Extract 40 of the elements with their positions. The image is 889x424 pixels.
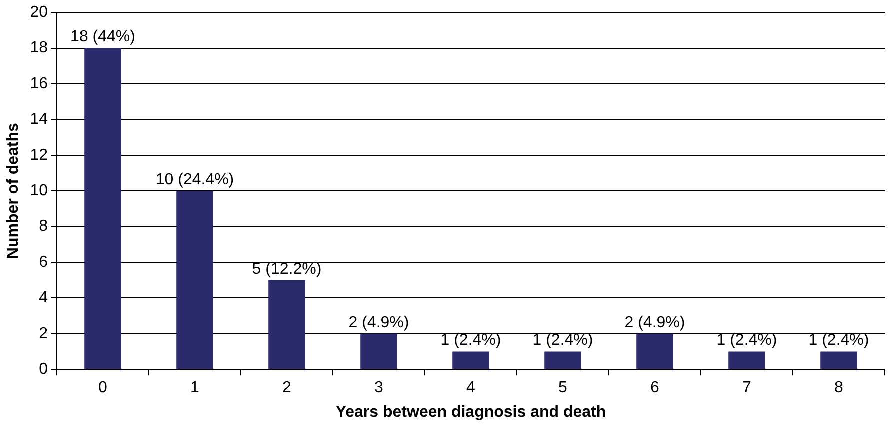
y-tick-label: 10 <box>30 182 48 200</box>
x-tick-label: 8 <box>834 380 844 397</box>
data-label: 2 (4.9%) <box>348 314 410 332</box>
x-tick-label: 6 <box>650 380 660 397</box>
bar <box>268 280 306 370</box>
y-tick-label: 6 <box>39 254 48 271</box>
y-tick-label: 12 <box>30 146 48 164</box>
data-label: 1 (2.4%) <box>532 332 594 350</box>
data-label: 1 (2.4%) <box>440 332 502 350</box>
x-tick-label: 5 <box>558 380 568 397</box>
y-tick-label: 2 <box>39 325 48 342</box>
x-tick-label: 4 <box>466 380 476 397</box>
bar <box>452 352 490 370</box>
x-tick-label: 2 <box>282 380 292 397</box>
bar <box>636 334 674 370</box>
bar <box>360 334 398 370</box>
bar <box>84 48 122 370</box>
data-label: 2 (4.9%) <box>624 314 686 332</box>
bar <box>820 352 858 370</box>
y-tick-label: 8 <box>39 218 48 236</box>
y-tick-label: 0 <box>39 361 48 378</box>
bar <box>728 352 766 370</box>
data-label: 18 (44%) <box>70 28 136 46</box>
y-tick-label: 4 <box>39 290 48 307</box>
x-axis-title: Years between diagnosis and death <box>336 404 606 421</box>
data-label: 1 (2.4%) <box>808 332 870 350</box>
y-axis-title: Number of deaths <box>5 122 22 260</box>
bar <box>544 352 582 370</box>
data-label: 1 (2.4%) <box>716 332 778 350</box>
data-label: 5 (12.2%) <box>252 260 322 278</box>
x-tick-label: 1 <box>190 380 200 397</box>
y-tick-label: 18 <box>30 40 48 57</box>
y-tick-label: 20 <box>30 4 48 22</box>
x-tick-label: 3 <box>374 380 384 397</box>
x-tick-label: 7 <box>742 380 752 397</box>
x-tick-label: 0 <box>98 380 108 397</box>
bar <box>176 191 214 370</box>
y-tick-label: 14 <box>30 111 48 128</box>
data-label: 10 (24.4%) <box>156 172 234 189</box>
y-tick-label: 16 <box>30 75 48 92</box>
